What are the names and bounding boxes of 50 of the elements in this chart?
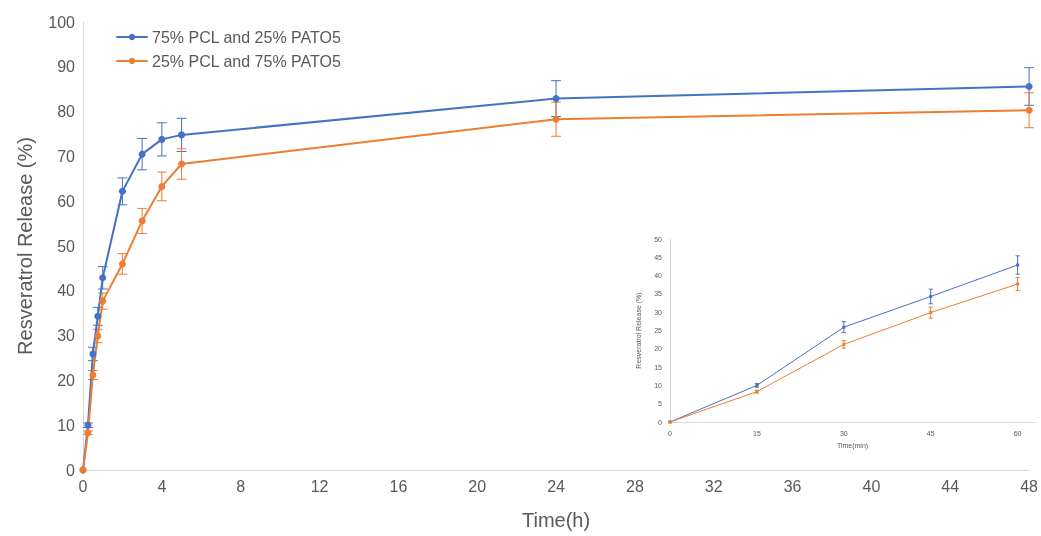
x-tick-label: 36 xyxy=(783,477,802,495)
y-tick-label: 10 xyxy=(57,416,76,434)
x-tick-label: 8 xyxy=(236,477,246,495)
point xyxy=(552,95,560,103)
point xyxy=(552,115,560,123)
y-tick-label: 0 xyxy=(66,461,76,479)
point xyxy=(94,332,102,340)
x-tick-label: 24 xyxy=(547,477,566,495)
y-axis-title: Resveratrol Release (%) xyxy=(14,137,36,355)
x-tick-label: 28 xyxy=(625,477,644,495)
point xyxy=(138,150,146,158)
point xyxy=(178,160,186,168)
legend-label: 75% PCL and 25% PATO5 xyxy=(152,28,341,46)
y-tick-label: 70 xyxy=(57,147,76,165)
point xyxy=(118,187,126,195)
x-tick-label: 0 xyxy=(78,477,88,495)
y-tick-label: 20 xyxy=(57,371,76,389)
point xyxy=(118,260,126,268)
point xyxy=(99,297,107,305)
x-axis-title: Time(h) xyxy=(521,509,591,531)
point xyxy=(929,311,933,315)
y-tick-label: 40 xyxy=(57,282,76,300)
point xyxy=(842,325,846,329)
point xyxy=(94,312,102,320)
x-tick-label: 44 xyxy=(941,477,960,495)
point xyxy=(178,131,186,139)
x-tick-label: 16 xyxy=(389,477,408,495)
y-tick-label: 80 xyxy=(57,103,76,121)
point xyxy=(1025,83,1033,91)
x-tick-label: 4 xyxy=(157,477,167,495)
x-tick-label: 20 xyxy=(468,477,487,495)
point xyxy=(99,274,107,282)
point xyxy=(158,135,166,143)
point xyxy=(158,182,166,190)
point xyxy=(89,350,97,358)
y-tick-label: 30 xyxy=(57,327,76,345)
point xyxy=(1016,282,1020,286)
y-tick-label: 90 xyxy=(57,58,76,76)
x-tick-label: 12 xyxy=(310,477,329,495)
point xyxy=(1016,263,1020,267)
point xyxy=(138,217,146,225)
point xyxy=(1025,106,1033,114)
y-tick-label: 60 xyxy=(57,192,76,210)
x-tick-label: 48 xyxy=(1020,477,1039,495)
x-tick-label: 40 xyxy=(862,477,881,495)
legend-label: 25% PCL and 75% PATO5 xyxy=(152,52,341,70)
y-tick-label: 50 xyxy=(57,237,76,255)
x-tick-label: 32 xyxy=(704,477,723,495)
y-tick-label: 100 xyxy=(48,13,76,31)
point xyxy=(929,294,933,298)
